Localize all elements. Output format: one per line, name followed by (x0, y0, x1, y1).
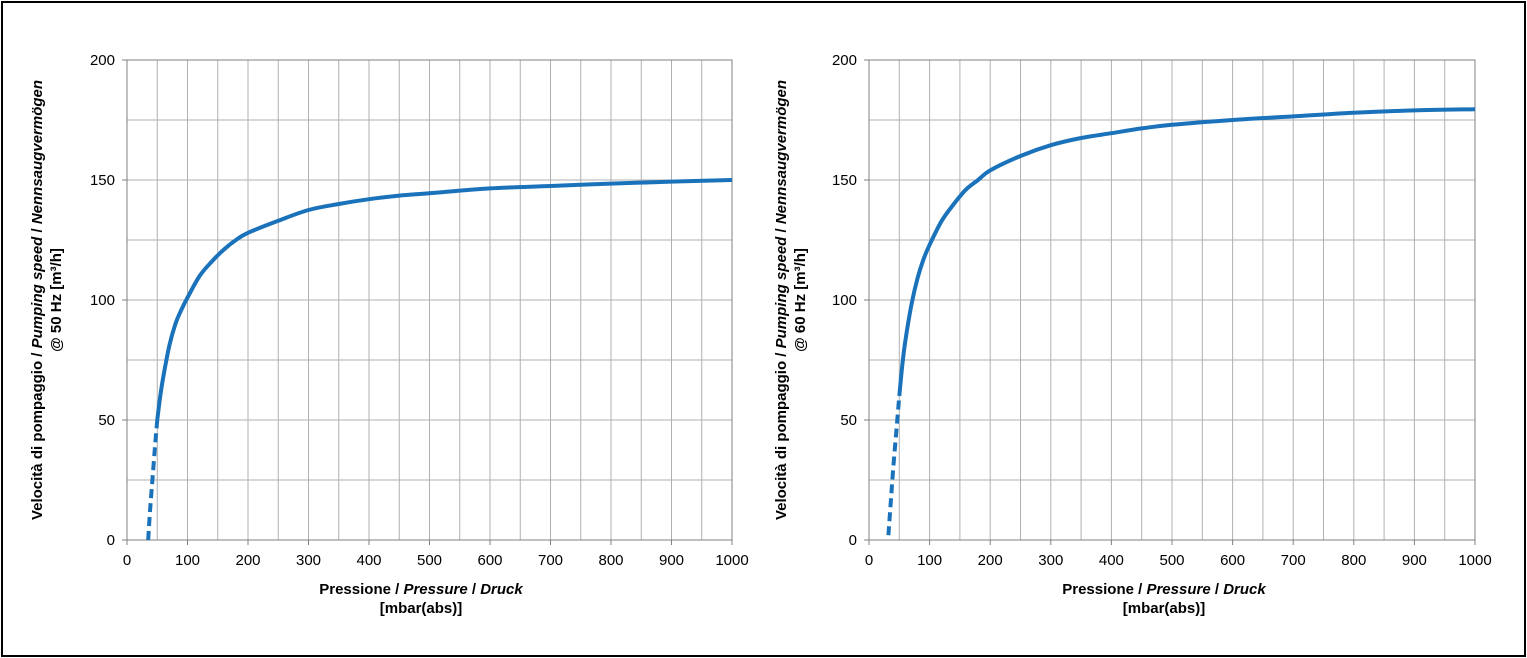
x-axis-title: Pressione / Pressure / Druck (1062, 581, 1266, 598)
x-tick-label: 500 (1159, 552, 1184, 569)
x-tick-label: 800 (598, 552, 623, 569)
x-axis-title-part: Pressure (403, 581, 467, 598)
x-tick-label: 700 (538, 552, 563, 569)
x-tick-label: 400 (356, 552, 381, 569)
x-tick-label: 500 (417, 552, 442, 569)
y-tick-label: 100 (90, 292, 115, 309)
series-line-dashed (886, 395, 902, 536)
y-axis-title: Velocità di pompaggio / Pumping speed / … (773, 80, 790, 520)
y-tick-label: 150 (832, 172, 857, 189)
x-tick-label: 200 (978, 552, 1003, 569)
y-axis-title-part: Velocità di pompaggio / (773, 348, 790, 520)
x-axis-title-part: Druck (1223, 581, 1266, 598)
x-tick-label: 400 (1099, 552, 1124, 569)
x-tick-label: 700 (1281, 552, 1306, 569)
y-axis-title-part: Nennsaugvermögen (29, 80, 46, 224)
series-line-solid (155, 178, 733, 421)
x-tick-label: 600 (1220, 552, 1245, 569)
y-tick-label: 0 (849, 532, 857, 549)
x-axis-title-part: / (468, 581, 481, 598)
y-tick-label: 0 (107, 532, 115, 549)
x-tick-label: 600 (477, 552, 502, 569)
y-axis-title-part: Pumping speed (773, 236, 790, 349)
grid (868, 59, 1476, 541)
series-line-dashed (146, 419, 160, 541)
x-tick-label: 0 (123, 552, 131, 569)
chart-panel-2: 0 100 200 300 400 500 600 700 800 900 1000 0 50 100 15… (773, 52, 1492, 617)
x-tick-label: 800 (1341, 552, 1366, 569)
series-line-solid (897, 107, 1476, 397)
y-axis-title: Velocità di pompaggio / Pumping speed / … (29, 80, 46, 520)
x-tick-label: 200 (235, 552, 260, 569)
x-axis-title-part: Druck (480, 581, 523, 598)
x-axis-title-part: Pressure (1146, 581, 1210, 598)
y-axis-title-part: / (29, 224, 46, 237)
x-tick-label: 300 (1038, 552, 1063, 569)
y-axis-unit: @ 60 Hz [m³/h] (792, 248, 809, 352)
chart-panel-1: 0 100 200 300 400 500 600 700 800 900 1000 0 50 100 15… (29, 52, 749, 617)
y-tick-label: 200 (90, 52, 115, 69)
x-tick-label: 100 (175, 552, 200, 569)
y-tick-label: 150 (90, 172, 115, 189)
x-tick-label: 300 (296, 552, 321, 569)
y-tick-label: 100 (832, 292, 857, 309)
y-tick-label: 50 (840, 412, 857, 429)
x-tick-label: 1000 (1458, 552, 1491, 569)
x-axis-title-part: Pressione / (319, 581, 403, 598)
x-axis-title-part: Pressione / (1062, 581, 1146, 598)
y-axis-title-part: Nennsaugvermögen (773, 80, 790, 224)
x-tick-label: 1000 (715, 552, 748, 569)
x-tick-label: 0 (865, 552, 873, 569)
grid (126, 59, 733, 541)
y-axis-title-part: Velocità di pompaggio / (29, 348, 46, 520)
x-tick-label: 100 (917, 552, 942, 569)
x-axis-title: Pressione / Pressure / Druck (319, 581, 523, 598)
y-axis-title-part: Pumping speed (29, 236, 46, 349)
y-axis-title-part: / (773, 224, 790, 237)
x-axis-unit: [mbar(abs)] (1123, 600, 1206, 617)
x-axis-unit: [mbar(abs)] (380, 600, 463, 617)
x-tick-label: 900 (659, 552, 684, 569)
x-axis-title-part: / (1211, 581, 1224, 598)
y-axis-unit: @ 50 Hz [m³/h] (48, 248, 65, 352)
x-tick-label: 900 (1402, 552, 1427, 569)
y-tick-label: 50 (98, 412, 115, 429)
y-tick-label: 200 (832, 52, 857, 69)
